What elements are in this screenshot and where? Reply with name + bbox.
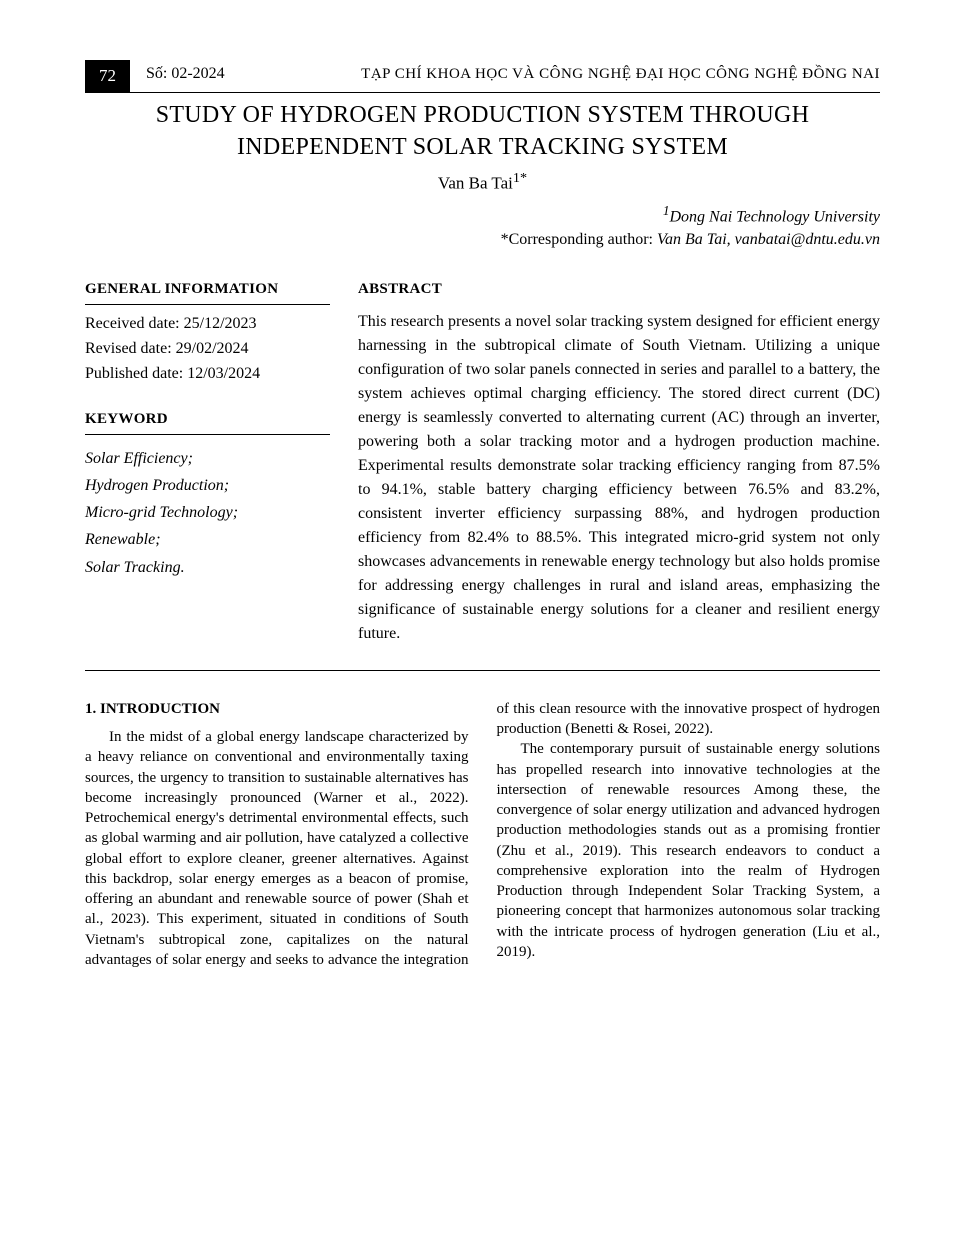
corresponding-label: *Corresponding author: bbox=[501, 231, 657, 248]
general-info-label: GENERAL INFORMATION bbox=[85, 281, 330, 305]
abstract-label: ABSTRACT bbox=[358, 281, 880, 298]
revised-date: Revised date: 29/02/2024 bbox=[85, 340, 330, 358]
issue-number: Số: 02-2024 bbox=[146, 65, 225, 87]
author-superscript: 1* bbox=[513, 170, 527, 186]
keyword-list: Solar Efficiency; Hydrogen Production; M… bbox=[85, 445, 330, 581]
journal-name: TẠP CHÍ KHOA HỌC VÀ CÔNG NGHỆ ĐẠI HỌC CÔ… bbox=[225, 66, 880, 87]
abstract-text: This research presents a novel solar tra… bbox=[358, 310, 880, 646]
corresponding-author-line: *Corresponding author: Van Ba Tai, vanba… bbox=[85, 231, 880, 249]
body-paragraph-2: The contemporary pursuit of sustainable … bbox=[497, 739, 881, 962]
affiliation-text: Dong Nai Technology University bbox=[670, 209, 881, 226]
affiliation-line: 1Dong Nai Technology University bbox=[85, 203, 880, 226]
author-line: Van Ba Tai1* bbox=[85, 170, 880, 194]
paper-title: STUDY OF HYDROGEN PRODUCTION SYSTEM THRO… bbox=[85, 99, 880, 164]
general-info-column: GENERAL INFORMATION Received date: 25/12… bbox=[85, 281, 330, 646]
body-text: 1. INTRODUCTION In the midst of a global… bbox=[85, 699, 880, 970]
info-abstract-block: GENERAL INFORMATION Received date: 25/12… bbox=[85, 281, 880, 671]
author-name: Van Ba Tai bbox=[438, 173, 513, 192]
abstract-column: ABSTRACT This research presents a novel … bbox=[358, 281, 880, 646]
page-header: 72 Số: 02-2024 TẠP CHÍ KHOA HỌC VÀ CÔNG … bbox=[85, 60, 880, 93]
affiliation-superscript: 1 bbox=[663, 203, 670, 218]
corresponding-value: Van Ba Tai, vanbatai@dntu.edu.vn bbox=[657, 231, 880, 248]
keyword-block: KEYWORD Solar Efficiency; Hydrogen Produ… bbox=[85, 411, 330, 581]
published-date: Published date: 12/03/2024 bbox=[85, 365, 330, 383]
page-number-badge: 72 bbox=[85, 60, 130, 92]
introduction-heading: 1. INTRODUCTION bbox=[85, 699, 469, 719]
received-date: Received date: 25/12/2023 bbox=[85, 315, 330, 333]
keyword-label: KEYWORD bbox=[85, 411, 330, 435]
